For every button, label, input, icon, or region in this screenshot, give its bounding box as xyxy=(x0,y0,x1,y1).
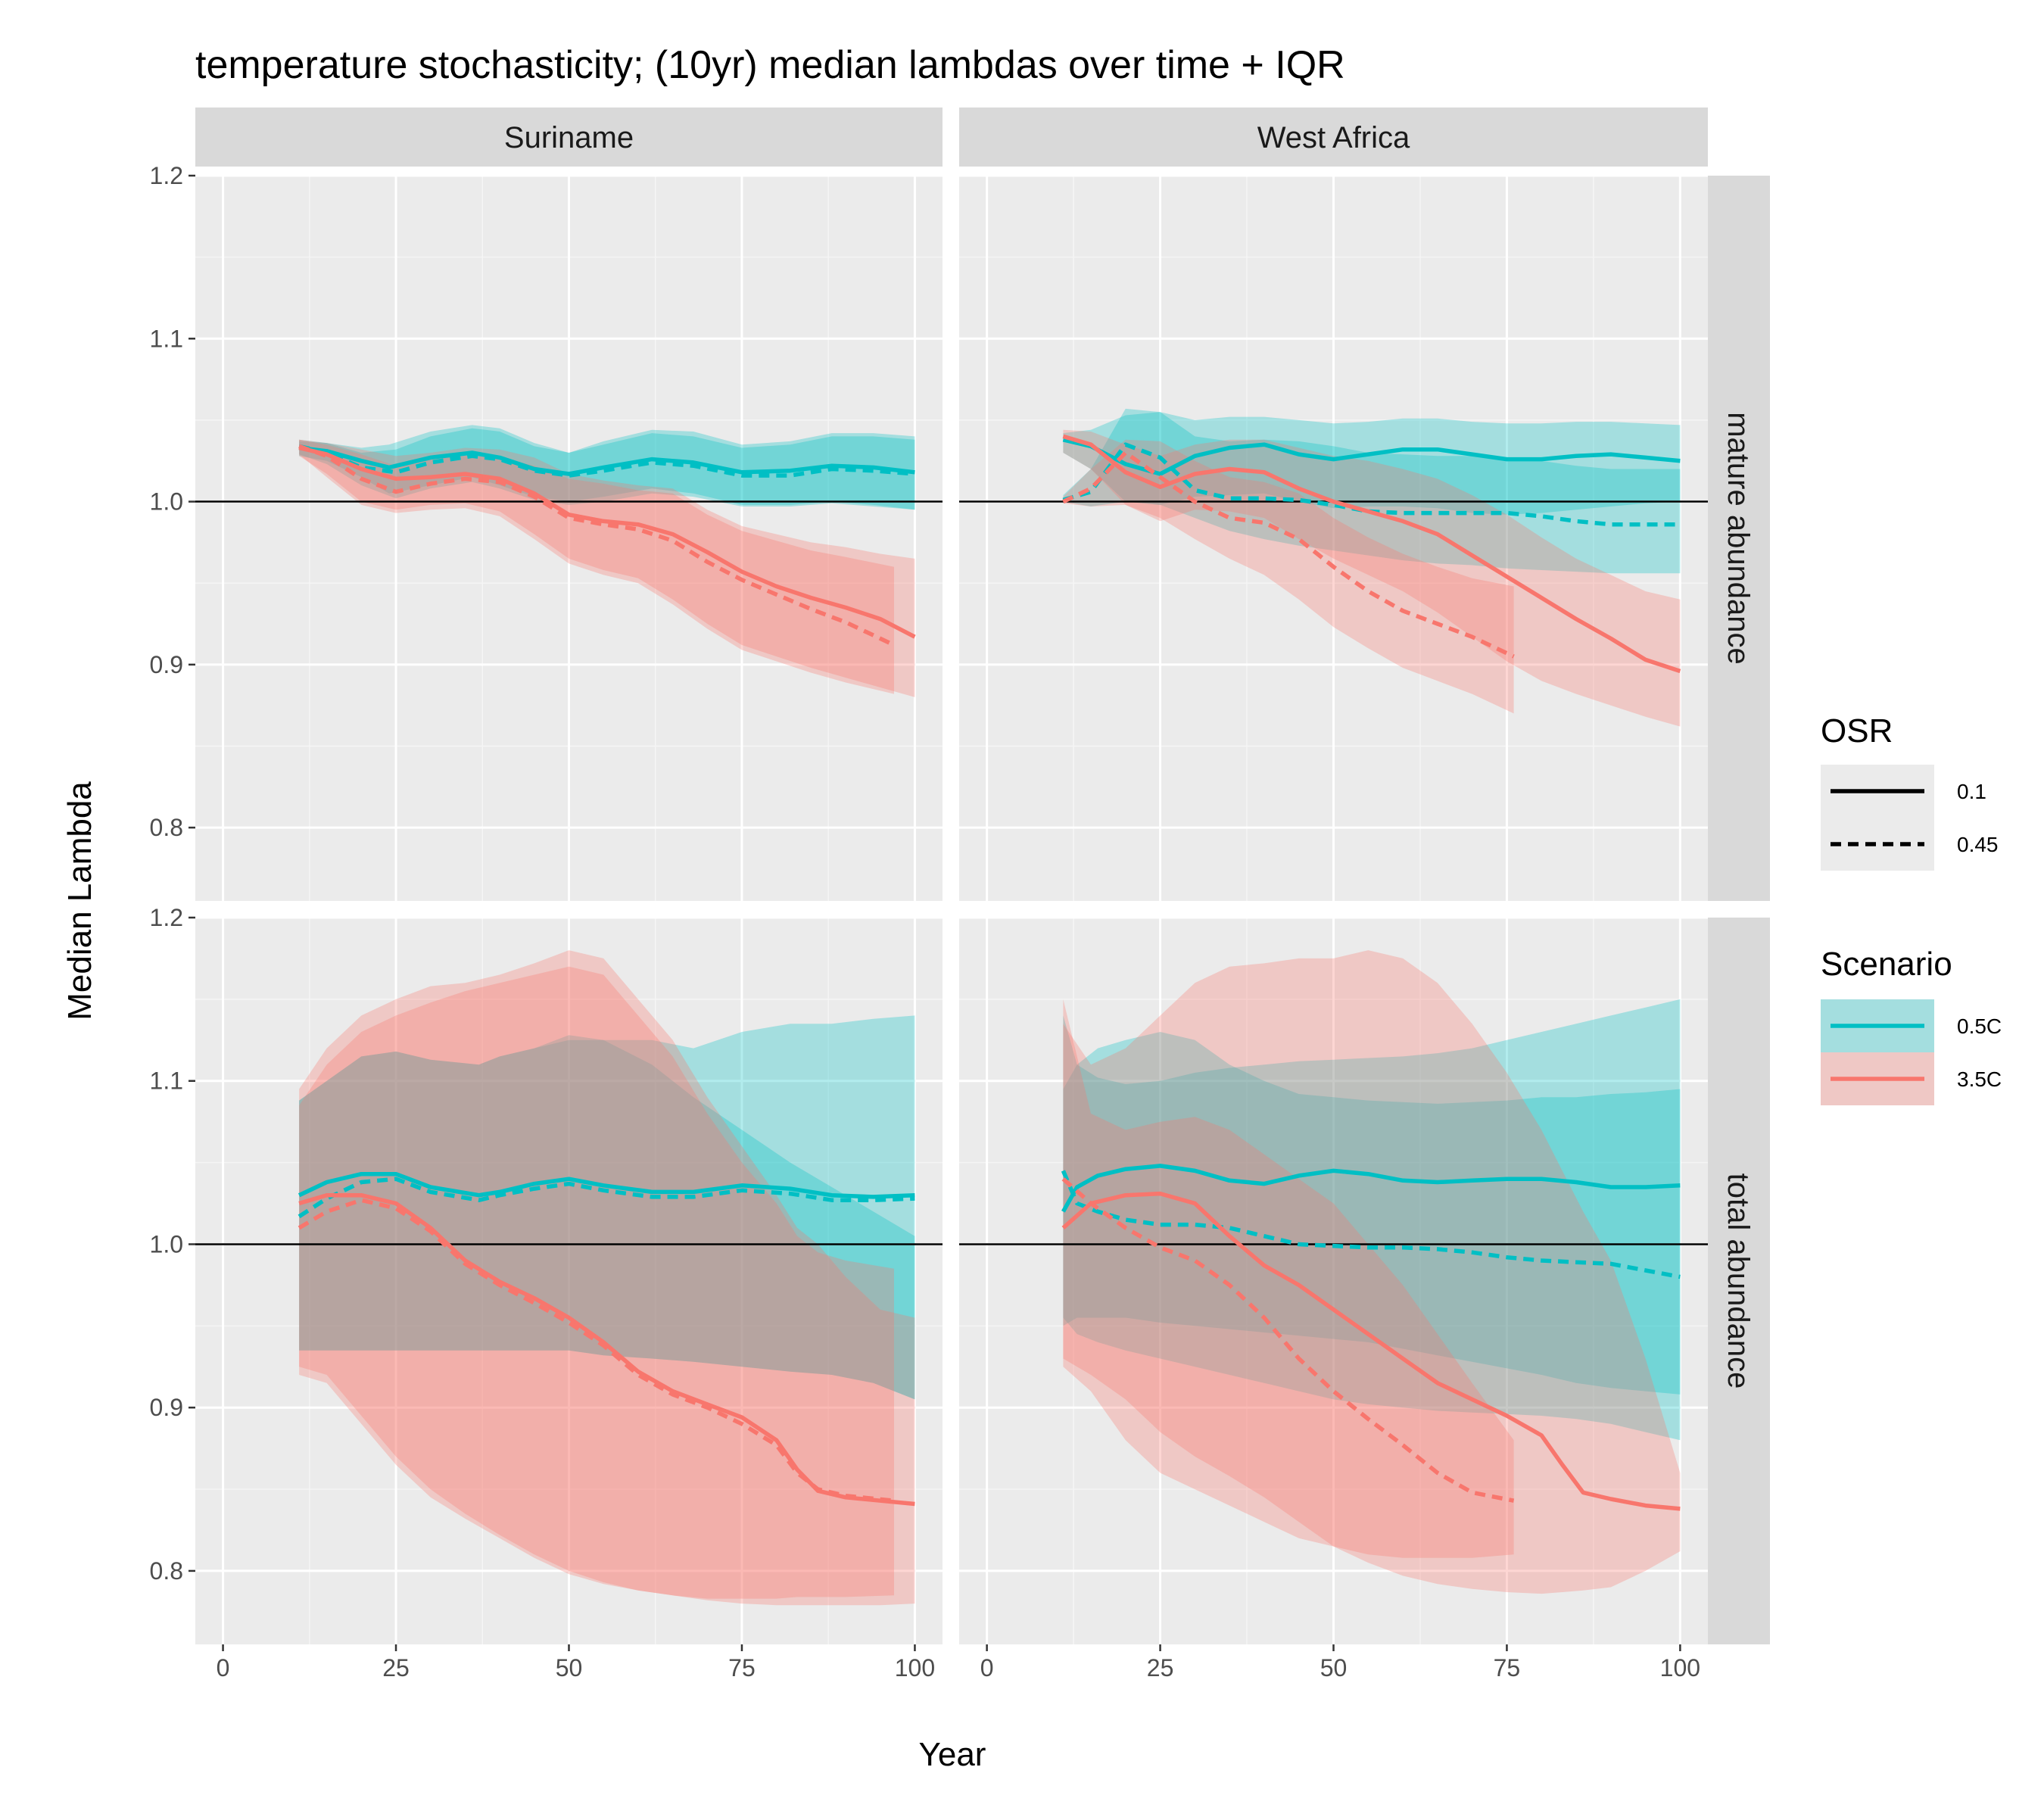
median-line-3-5c-osr-0-1 xyxy=(1062,434,1681,674)
median-line-0-5c-osr-0-45 xyxy=(298,444,915,478)
median-line-3-5c-osr-0-45 xyxy=(298,1198,895,1503)
panel-west-africa-mature-abundance xyxy=(959,174,1708,901)
legend-scenario-label: 3.5C xyxy=(1957,1067,2002,1091)
legend-osr-label: 0.1 xyxy=(1957,780,1986,803)
panel-suriname-total-abundance: 0.8 0.9 1.0 1.1 1.2 0 25 50 75 100 xyxy=(150,904,943,1681)
strip-mature-abundance: mature abundance xyxy=(1708,176,1770,901)
median-line-0-5c-osr-0-45 xyxy=(298,1177,915,1219)
y-tick-label: 0.9 xyxy=(150,651,183,678)
legend-osr-label: 0.45 xyxy=(1957,833,1999,856)
median-line-0-5c-osr-0-1 xyxy=(1061,1164,1681,1213)
x-tick-label: 0 xyxy=(980,1654,994,1681)
strip-label: total abundance xyxy=(1722,1173,1755,1389)
y-tick-label: 1.1 xyxy=(150,325,183,352)
median-line-0-5c-osr-0-1 xyxy=(298,1171,915,1199)
iqr-ribbon-3-5c-osr-0-45 xyxy=(1063,439,1514,714)
x-tick-label: 75 xyxy=(1494,1654,1521,1681)
iqr-ribbon-3-5c-osr-0-1 xyxy=(299,950,915,1606)
y-tick-label: 1.2 xyxy=(150,162,183,189)
median-line-0-5c-osr-0-45 xyxy=(1061,1170,1681,1279)
y-tick-label: 0.9 xyxy=(150,1394,183,1421)
x-tick-label: 100 xyxy=(895,1654,935,1681)
iqr-ribbon-0-5c-osr-0-45 xyxy=(299,1035,915,1400)
x-tick-label: 25 xyxy=(1147,1654,1174,1681)
median-line-0-5c-osr-0-1 xyxy=(298,445,915,476)
median-line-0-5c-osr-0-45 xyxy=(1062,442,1681,527)
iqr-ribbon-0-5c-osr-0-45 xyxy=(1063,999,1681,1441)
y-tick-label: 0.8 xyxy=(150,814,183,841)
strip-label: mature abundance xyxy=(1722,412,1755,665)
x-tick-label: 0 xyxy=(217,1654,230,1681)
x-axis-title: Year xyxy=(919,1736,986,1773)
x-tick-label: 50 xyxy=(556,1654,583,1681)
iqr-ribbon-3-5c-osr-0-1 xyxy=(1063,429,1681,727)
strip-west-africa: West Africa xyxy=(959,108,1708,167)
y-tick-label: 1.2 xyxy=(150,904,183,931)
legend-scenario: Scenario 0.5C 3.5C xyxy=(1821,946,2002,1105)
strip-label: Suriname xyxy=(504,121,634,154)
y-tick-label: 1.1 xyxy=(150,1067,183,1095)
panel-west-africa-total-abundance: 0 25 50 75 100 xyxy=(959,916,1708,1681)
median-line-3-5c-osr-0-45 xyxy=(1062,450,1515,659)
iqr-ribbon-0-5c-osr-0-1 xyxy=(1063,412,1681,515)
median-line-3-5c-osr-0-45 xyxy=(1061,1177,1515,1503)
legend-scenario-title: Scenario xyxy=(1821,946,1952,983)
chart-title: temperature stochasticity; (10yr) median… xyxy=(195,43,1345,87)
iqr-ribbon-3-5c-osr-0-1 xyxy=(299,439,915,697)
strip-label: West Africa xyxy=(1257,121,1410,154)
strip-suriname: Suriname xyxy=(195,108,943,167)
x-tick-label: 50 xyxy=(1320,1654,1348,1681)
y-axis-title: Median Lambda xyxy=(61,781,98,1021)
iqr-ribbon-3-5c-osr-0-45 xyxy=(299,966,895,1599)
x-tick-label: 75 xyxy=(728,1654,756,1681)
median-line-3-5c-osr-0-1 xyxy=(1061,1191,1681,1511)
median-line-0-5c-osr-0-1 xyxy=(1062,438,1681,476)
legend-scenario-label: 0.5C xyxy=(1957,1014,2002,1038)
x-tick-label: 100 xyxy=(1660,1654,1700,1681)
strip-total-abundance: total abundance xyxy=(1708,918,1770,1644)
iqr-ribbon-3-5c-osr-0-1 xyxy=(1063,950,1681,1594)
iqr-ribbon-0-5c-osr-0-1 xyxy=(299,1015,915,1400)
y-tick-label: 1.0 xyxy=(150,1230,183,1258)
x-tick-label: 25 xyxy=(382,1654,410,1681)
panel-suriname-mature-abundance: 0.8 0.9 1.0 1.1 1.2 xyxy=(150,162,943,901)
legend-osr: OSR 0.1 0.45 xyxy=(1821,712,1999,871)
iqr-ribbon-3-5c-osr-0-45 xyxy=(299,439,895,694)
legend-osr-title: OSR xyxy=(1821,712,1893,750)
y-tick-label: 0.8 xyxy=(150,1557,183,1585)
iqr-ribbon-0-5c-osr-0-1 xyxy=(1063,1032,1681,1395)
y-tick-label: 1.0 xyxy=(150,488,183,516)
median-line-3-5c-osr-0-1 xyxy=(298,445,916,639)
panels-layer: Suriname West Africa mature abundance total… xyxy=(150,108,1770,1681)
